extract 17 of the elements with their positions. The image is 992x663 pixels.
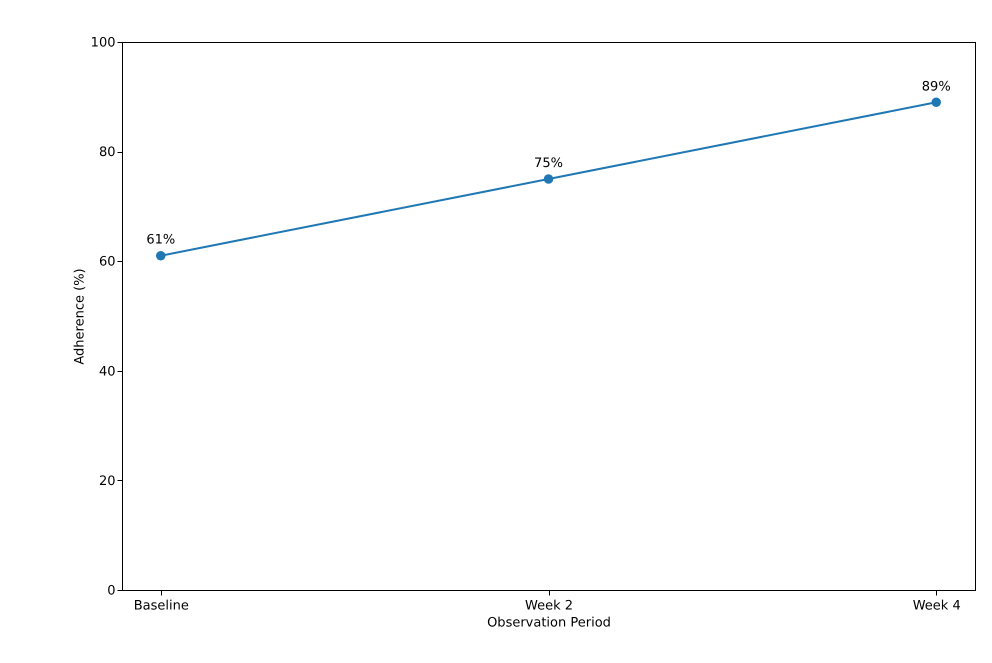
y-axis-title: Adherence (%)	[72, 268, 88, 365]
x-tick-label: Week 4	[912, 598, 961, 614]
x-tick-label: Week 2	[524, 598, 574, 614]
point	[544, 174, 554, 184]
y-tick-label: 100	[90, 36, 116, 50]
y-tick-label: 40	[98, 364, 116, 380]
data-label: 61%	[146, 232, 176, 248]
point	[931, 98, 941, 108]
point	[156, 250, 166, 260]
x-axis-title: Observation Period	[487, 616, 611, 630]
data-label: 75%	[534, 156, 563, 171]
y-tick-label: 80	[98, 145, 116, 160]
y-tick-label: 60	[98, 254, 116, 270]
y-tick-label: 0	[107, 584, 116, 598]
y-tick-label: 20	[98, 474, 116, 489]
x-tick-label: Baseline	[134, 598, 189, 614]
data-label: 89%	[922, 79, 951, 94]
